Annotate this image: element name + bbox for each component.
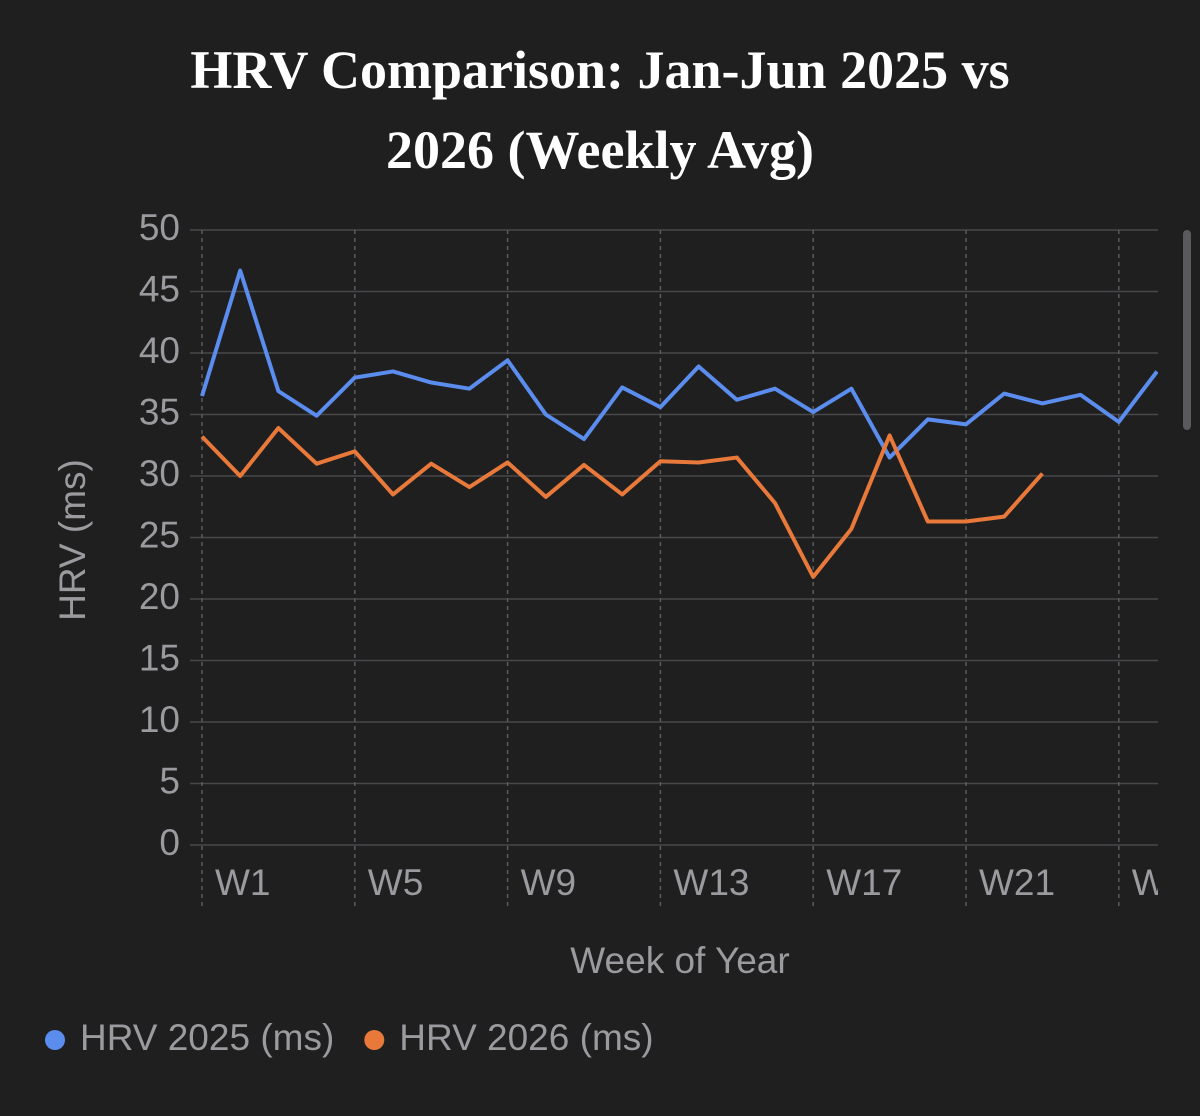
y-tick-label: 50 [139, 207, 180, 248]
x-tick-label: W13 [673, 862, 749, 903]
y-tick-label: 5 [159, 760, 180, 801]
y-tick-label: 15 [139, 637, 180, 678]
y-tick-label: 0 [159, 822, 180, 863]
x-tick-label: W1 [215, 862, 271, 903]
scrollbar [1183, 230, 1191, 430]
legend-label: HRV 2026 (ms) [399, 1017, 653, 1058]
legend-label: HRV 2025 (ms) [80, 1017, 334, 1058]
x-tick-label: W25 [1132, 862, 1200, 903]
y-axis-label: HRV (ms) [52, 459, 93, 621]
series-line [200, 268, 1158, 460]
y-tick-label: 30 [139, 453, 180, 494]
legend-marker [364, 1030, 385, 1050]
y-tick-label: 35 [139, 391, 180, 432]
y-tick-label: 45 [139, 268, 180, 309]
y-tick-label: 25 [139, 514, 180, 555]
x-tick-label: W17 [826, 862, 902, 903]
y-tick-label: 10 [139, 699, 180, 740]
chart-title: HRV Comparison: Jan-Jun 2025 vs 2026 (We… [190, 40, 1010, 180]
x-tick-label: W9 [521, 862, 577, 903]
y-tick-label: 20 [139, 576, 180, 617]
x-axis-label: Week of Year [570, 940, 789, 981]
y-tick-label: 40 [139, 330, 180, 371]
series-line [200, 426, 1044, 579]
legend-marker [45, 1030, 65, 1050]
x-tick-label: W5 [368, 862, 424, 903]
x-tick-label: W21 [979, 862, 1055, 903]
